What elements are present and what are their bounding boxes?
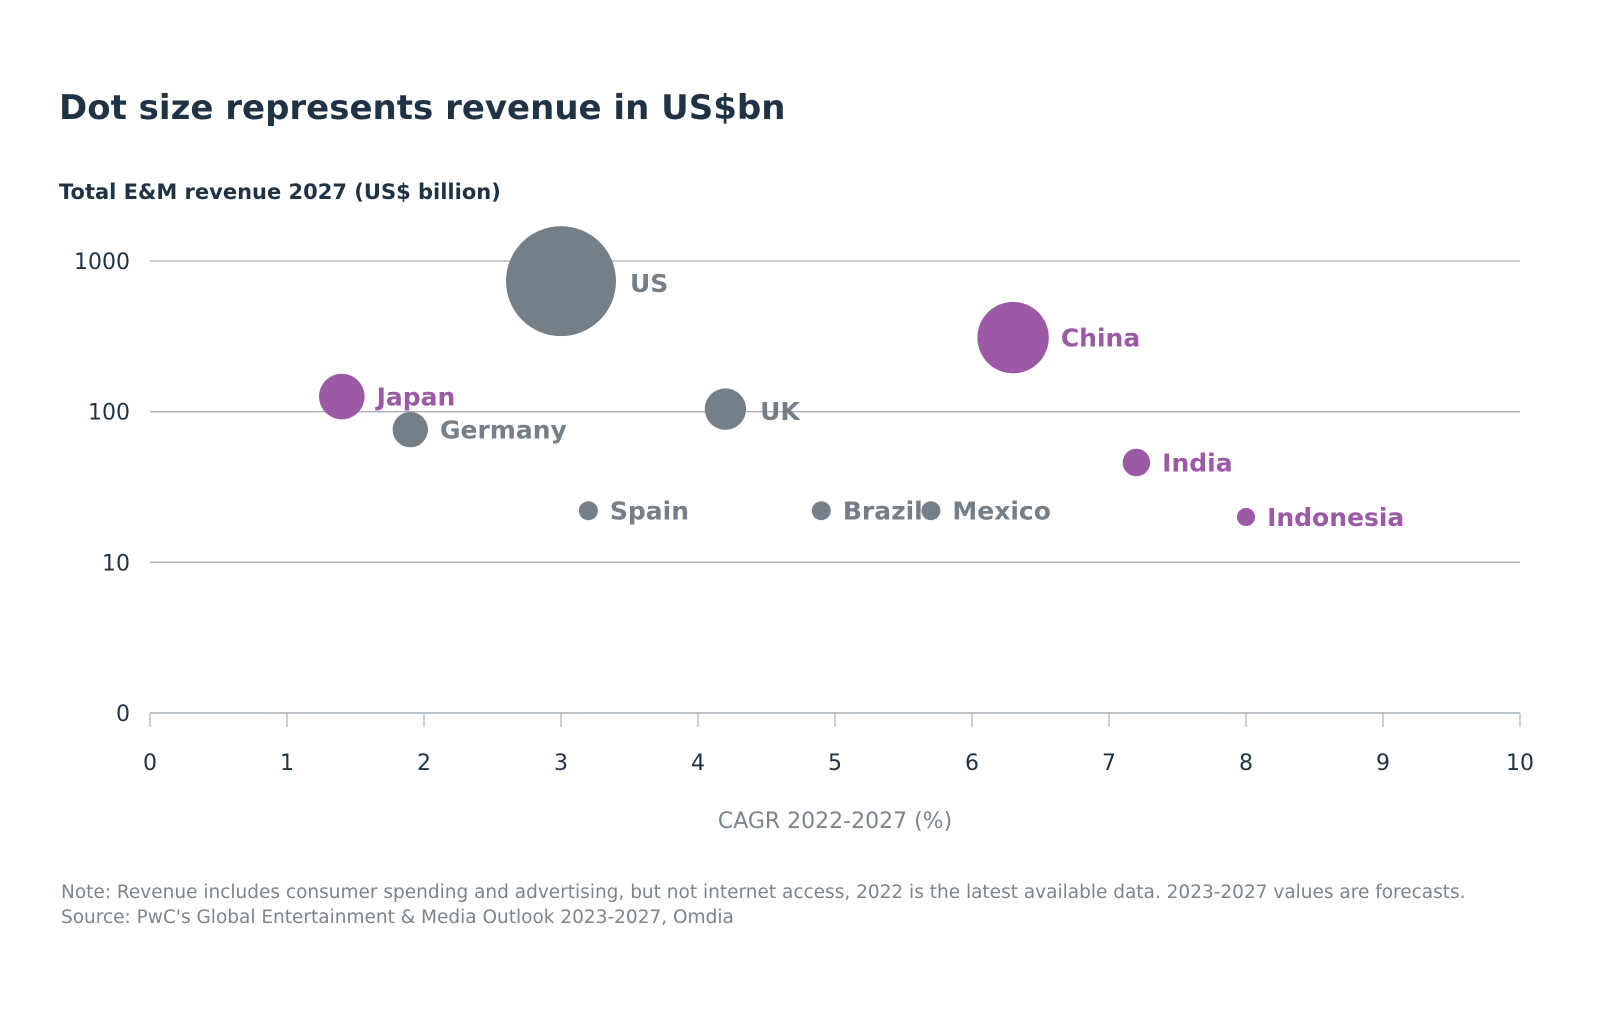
y-tick-label: 10	[102, 551, 130, 576]
bubble-label-japan: Japan	[375, 383, 456, 412]
x-tick-label: 2	[417, 751, 431, 776]
bubble-indonesia	[1236, 507, 1256, 527]
bubble-label-mexico: Mexico	[952, 497, 1051, 526]
y-axis-title: Total E&M revenue 2027 (US$ billion)	[59, 180, 501, 204]
x-tick-label: 8	[1239, 751, 1253, 776]
bubble-mexico	[921, 501, 941, 521]
bubble-us	[506, 226, 616, 337]
bubble-uk	[704, 388, 747, 430]
x-tick-label: 10	[1506, 751, 1534, 776]
bubble-label-china: China	[1061, 324, 1140, 353]
bubble-label-germany: Germany	[440, 416, 567, 445]
bubble-spain	[578, 501, 598, 521]
note-text: Note: Revenue includes consumer spending…	[61, 882, 1466, 903]
bubble-india	[1122, 448, 1151, 477]
y-tick-label: 0	[116, 702, 130, 727]
x-axis-title: CAGR 2022-2027 (%)	[718, 809, 952, 834]
bubble-label-uk: UK	[760, 397, 801, 426]
bubble-brazil	[811, 501, 831, 521]
x-tick-label: 5	[828, 751, 842, 776]
bubble-label-indonesia: Indonesia	[1267, 503, 1404, 532]
x-tick-label: 7	[1102, 751, 1116, 776]
footnote: Note: Revenue includes consumer spending…	[61, 880, 1466, 930]
bubble-japan	[319, 373, 365, 420]
y-tick-label: 1000	[74, 250, 130, 275]
bubble-label-us: US	[630, 269, 668, 298]
y-tick-label: 100	[88, 401, 130, 426]
bubble-china	[977, 301, 1049, 374]
bubble-label-spain: Spain	[610, 497, 689, 526]
x-tick-label: 4	[691, 751, 705, 776]
source-text: Source: PwC's Global Entertainment & Med…	[61, 907, 734, 928]
x-tick-label: 0	[143, 751, 157, 776]
bubble-germany	[392, 411, 428, 448]
bubble-label-india: India	[1162, 448, 1232, 477]
chart-title: Dot size represents revenue in US$bn	[59, 88, 786, 128]
x-tick-label: 1	[280, 751, 294, 776]
x-tick-label: 9	[1376, 751, 1390, 776]
x-tick-label: 3	[554, 751, 568, 776]
bubble-label-brazil: Brazil	[843, 497, 923, 526]
x-tick-label: 6	[965, 751, 979, 776]
